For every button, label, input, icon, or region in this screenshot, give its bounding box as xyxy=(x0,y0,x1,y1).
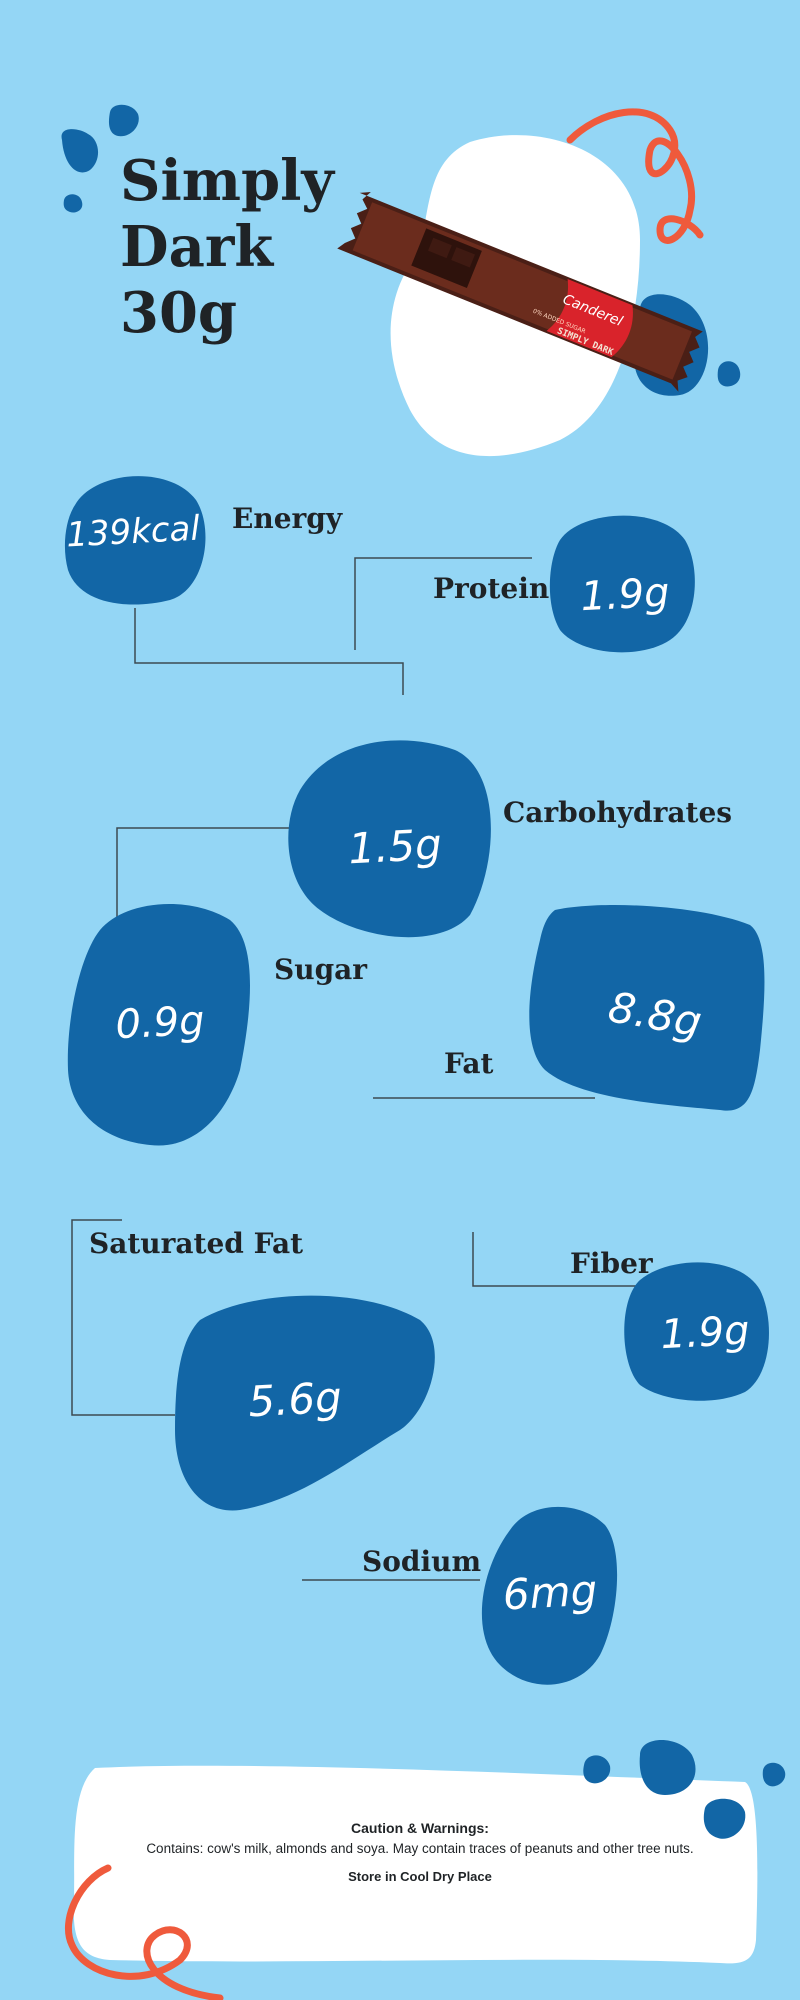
decor-blob xyxy=(583,1755,611,1784)
connector-line xyxy=(472,1232,650,1287)
fiber-label: Fiber xyxy=(570,1247,653,1280)
connector-line xyxy=(71,1219,175,1416)
protein-blob xyxy=(549,515,695,653)
decor-blob xyxy=(703,1798,746,1839)
squiggle-decor xyxy=(566,108,704,244)
sugar-label: Sugar xyxy=(274,953,368,986)
fat-blob xyxy=(529,905,765,1111)
header-decor: Canderel 0% ADDED SUGAR SIMPLY DARK xyxy=(61,104,741,457)
connector-line xyxy=(116,827,290,940)
fiber-value: 1.9g xyxy=(659,1307,751,1359)
page-title: Simply Dark 30g xyxy=(120,148,380,346)
fiber-blob xyxy=(624,1262,769,1401)
protein-value: 1.9g xyxy=(579,569,671,621)
decor-blob xyxy=(108,104,139,137)
decor-blob xyxy=(61,129,99,173)
decor-blob xyxy=(63,194,83,213)
storage-text: Store in Cool Dry Place xyxy=(348,1869,492,1884)
connector-line xyxy=(134,608,404,695)
fat-label: Fat xyxy=(444,1047,494,1080)
protein-label: Protein xyxy=(433,572,550,605)
sugar-value: 0.9g xyxy=(114,997,206,1049)
sodium-value: 6mg xyxy=(501,1565,599,1620)
footer-card xyxy=(73,1765,758,1964)
saturated-fat-label: Saturated Fat xyxy=(89,1227,304,1260)
title-line: Simply xyxy=(120,148,334,214)
saturated-fat-blob xyxy=(175,1295,435,1511)
carbohydrates-value: 1.5g xyxy=(347,819,443,874)
caution-title: Caution & Warnings: xyxy=(351,1820,489,1836)
energy-label: Energy xyxy=(232,502,343,535)
nutrient-graphics xyxy=(64,476,769,1685)
title-line: Dark xyxy=(120,214,274,280)
decor-blob xyxy=(717,361,741,387)
decor-blob xyxy=(762,1762,786,1787)
chocolate-bar-image: Canderel 0% ADDED SUGAR SIMPLY DARK xyxy=(337,191,703,392)
contains-text: Contains: cow's milk, almonds and soya. … xyxy=(146,1841,694,1856)
footer-decor xyxy=(64,1740,786,2000)
connector-line xyxy=(354,557,532,650)
squiggle-decor xyxy=(64,1864,224,2000)
sodium-label: Sodium xyxy=(362,1545,482,1578)
sodium-blob xyxy=(481,1506,618,1685)
energy-blob xyxy=(64,476,206,605)
carbohydrates-label: Carbohydrates xyxy=(503,796,733,829)
decor-blob xyxy=(639,1740,696,1795)
sugar-blob xyxy=(67,903,250,1146)
energy-value: 139kcal xyxy=(65,508,201,556)
carbohydrates-blob xyxy=(288,740,491,938)
title-line: 30g xyxy=(120,280,238,346)
saturated-fat-value: 5.6g xyxy=(247,1372,343,1427)
